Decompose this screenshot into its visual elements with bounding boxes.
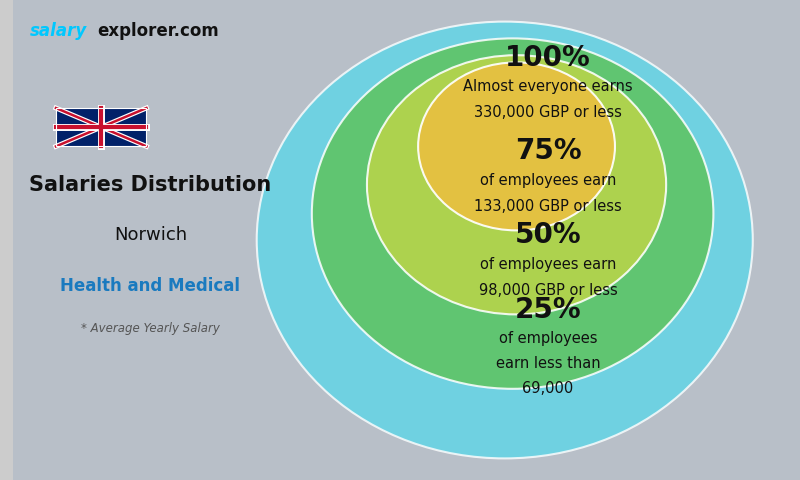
- Text: 330,000 GBP or less: 330,000 GBP or less: [474, 105, 622, 120]
- Text: of employees earn: of employees earn: [480, 172, 616, 188]
- Ellipse shape: [367, 55, 666, 314]
- Bar: [56, 108, 146, 146]
- Text: 25%: 25%: [514, 296, 582, 324]
- Ellipse shape: [418, 62, 615, 230]
- Text: 75%: 75%: [514, 137, 582, 165]
- Text: Norwich: Norwich: [114, 226, 187, 244]
- Text: of employees earn: of employees earn: [480, 256, 616, 272]
- Text: 100%: 100%: [505, 44, 591, 72]
- Text: 133,000 GBP or less: 133,000 GBP or less: [474, 199, 622, 214]
- Text: earn less than: earn less than: [496, 356, 600, 371]
- Text: explorer.com: explorer.com: [98, 22, 219, 40]
- Text: Salaries Distribution: Salaries Distribution: [30, 175, 271, 195]
- Text: Health and Medical: Health and Medical: [61, 276, 241, 295]
- Text: 50%: 50%: [514, 221, 582, 249]
- Bar: [56, 108, 146, 146]
- Text: salary: salary: [30, 22, 87, 40]
- FancyBboxPatch shape: [13, 0, 800, 480]
- Text: 98,000 GBP or less: 98,000 GBP or less: [478, 283, 618, 298]
- Text: 69,000: 69,000: [522, 381, 574, 396]
- Ellipse shape: [257, 22, 753, 458]
- Text: * Average Yearly Salary: * Average Yearly Salary: [81, 322, 220, 336]
- Text: of employees: of employees: [498, 331, 598, 346]
- Ellipse shape: [312, 38, 714, 389]
- Text: Almost everyone earns: Almost everyone earns: [463, 79, 633, 94]
